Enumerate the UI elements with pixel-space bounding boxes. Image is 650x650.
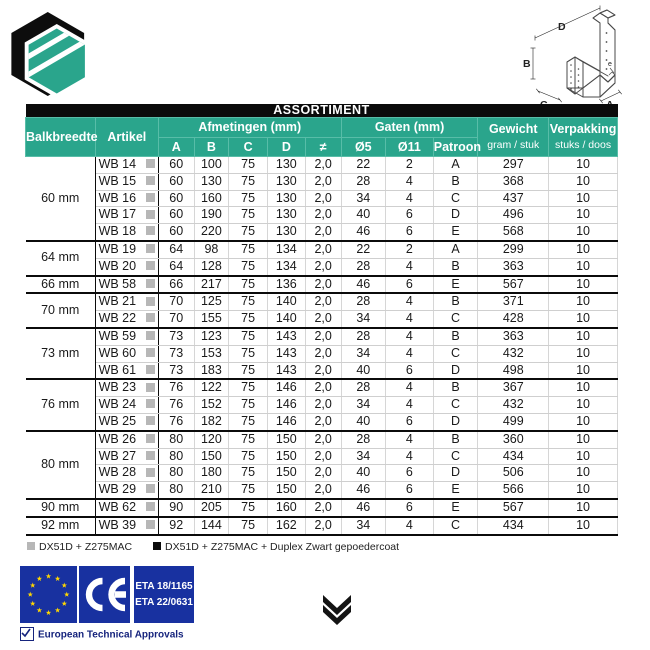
svg-text:D: D <box>558 21 566 33</box>
svg-text:B: B <box>523 58 531 70</box>
svg-text:e: e <box>608 61 612 68</box>
